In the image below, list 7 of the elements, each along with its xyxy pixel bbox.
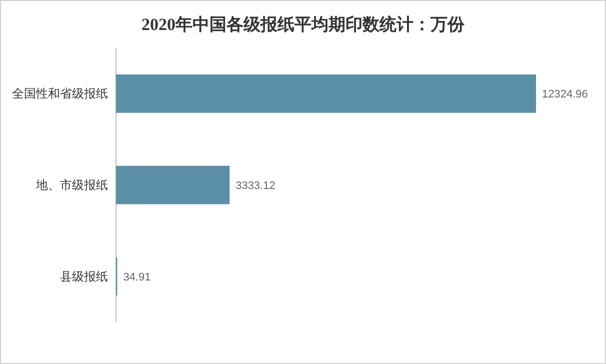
y-tick-label: 全国性和省级报纸 — [12, 86, 108, 101]
data-label: 12324.96 — [542, 88, 588, 101]
y-tick-label: 地、市级报纸 — [35, 178, 108, 192]
chart-title: 2020年中国各级报纸平均期印数统计：万份 — [142, 15, 466, 34]
data-label: 34.91 — [123, 271, 151, 284]
y-tick-label: 县级报纸 — [60, 269, 108, 284]
data-label: 3333.12 — [236, 180, 276, 192]
